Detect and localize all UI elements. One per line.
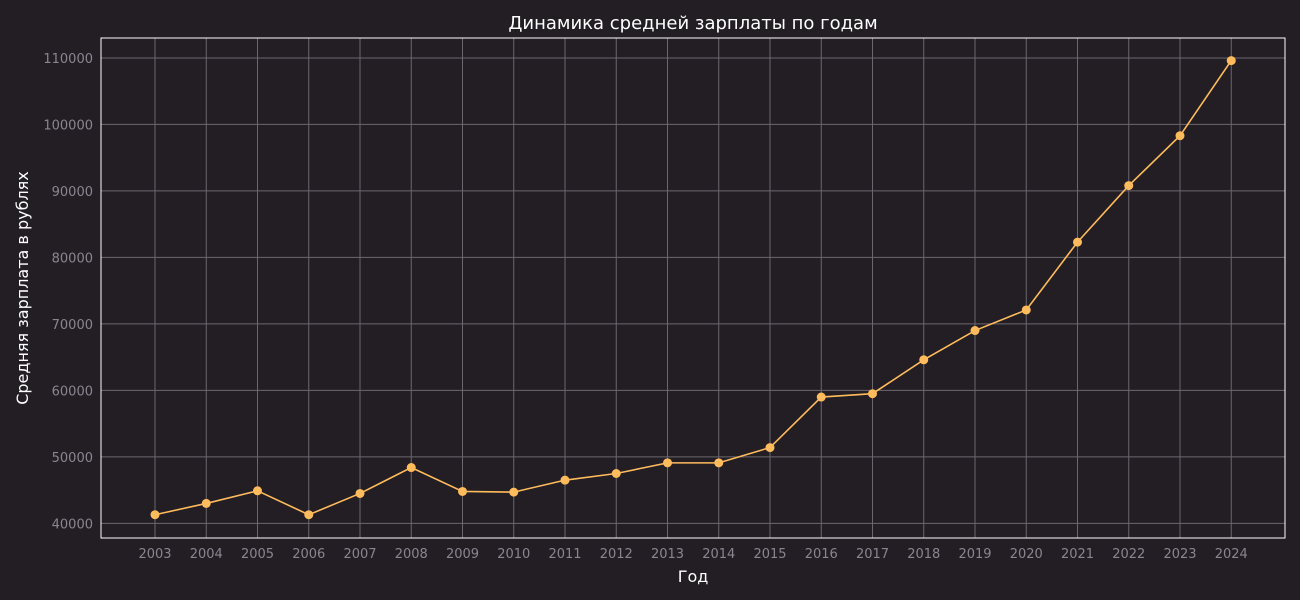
x-tick-label: 2016 <box>805 547 838 562</box>
x-axis-ticks: 2003 2004 2005 2006 2007 2008 2009 2010 2011 2012… <box>138 547 1247 562</box>
data-point <box>560 475 570 485</box>
x-tick-label: 2003 <box>138 547 171 562</box>
data-point <box>611 469 621 479</box>
data-point <box>868 389 877 399</box>
data-point <box>970 326 980 336</box>
data-point <box>816 392 826 402</box>
x-tick-label: 2013 <box>651 547 684 562</box>
x-tick-label: 2014 <box>702 547 735 562</box>
x-tick-label: 2004 <box>190 547 223 562</box>
x-tick-label: 2011 <box>548 547 581 562</box>
data-point <box>1226 56 1236 66</box>
y-tick-label: 40000 <box>52 517 93 532</box>
y-tick-label: 90000 <box>52 185 93 200</box>
data-point <box>201 498 211 508</box>
data-point <box>1124 181 1134 191</box>
x-tick-label: 2020 <box>1010 547 1043 562</box>
x-tick-label: 2012 <box>600 547 633 562</box>
data-point <box>1073 237 1082 247</box>
y-axis-label: Средняя зарплата в рублях <box>13 171 32 405</box>
data-point <box>509 487 519 497</box>
y-tick-label: 110000 <box>43 52 93 67</box>
data-point <box>150 510 160 520</box>
data-point <box>406 463 416 473</box>
x-tick-label: 2018 <box>907 547 940 562</box>
y-tick-label: 100000 <box>43 118 93 133</box>
x-tick-label: 2021 <box>1061 547 1094 562</box>
x-axis-label: Год <box>678 567 709 586</box>
grid <box>101 38 1285 538</box>
data-point <box>1175 131 1185 141</box>
data-point <box>253 486 262 496</box>
x-tick-label: 2023 <box>1163 547 1196 562</box>
data-point <box>304 510 314 520</box>
x-tick-label: 2024 <box>1215 547 1248 562</box>
y-tick-label: 80000 <box>52 251 93 266</box>
x-tick-label: 2005 <box>241 547 274 562</box>
data-point <box>765 443 775 453</box>
data-point <box>663 458 672 468</box>
x-tick-label: 2019 <box>958 547 991 562</box>
y-tick-label: 70000 <box>52 318 93 333</box>
plot-frame <box>100 37 1286 539</box>
x-tick-label: 2009 <box>446 547 479 562</box>
x-tick-label: 2017 <box>856 547 889 562</box>
series-layer <box>150 56 1236 520</box>
y-tick-label: 60000 <box>52 384 93 399</box>
data-point <box>919 355 929 365</box>
x-tick-label: 2006 <box>292 547 325 562</box>
x-tick-label: 2010 <box>497 547 530 562</box>
data-point <box>458 486 467 496</box>
data-point <box>355 488 365 498</box>
series-line <box>154 60 1232 516</box>
chart-title: Динамика средней зарплаты по годам <box>508 13 877 34</box>
data-point <box>1021 305 1031 315</box>
y-axis-ticks: 40000 50000 60000 70000 80000 90000 100000 1100… <box>43 52 93 532</box>
x-tick-label: 2022 <box>1112 547 1145 562</box>
x-tick-label: 2007 <box>343 547 376 562</box>
x-tick-label: 2015 <box>753 547 786 562</box>
x-tick-label: 2008 <box>395 547 428 562</box>
y-tick-label: 50000 <box>52 451 93 466</box>
data-point <box>714 458 724 468</box>
